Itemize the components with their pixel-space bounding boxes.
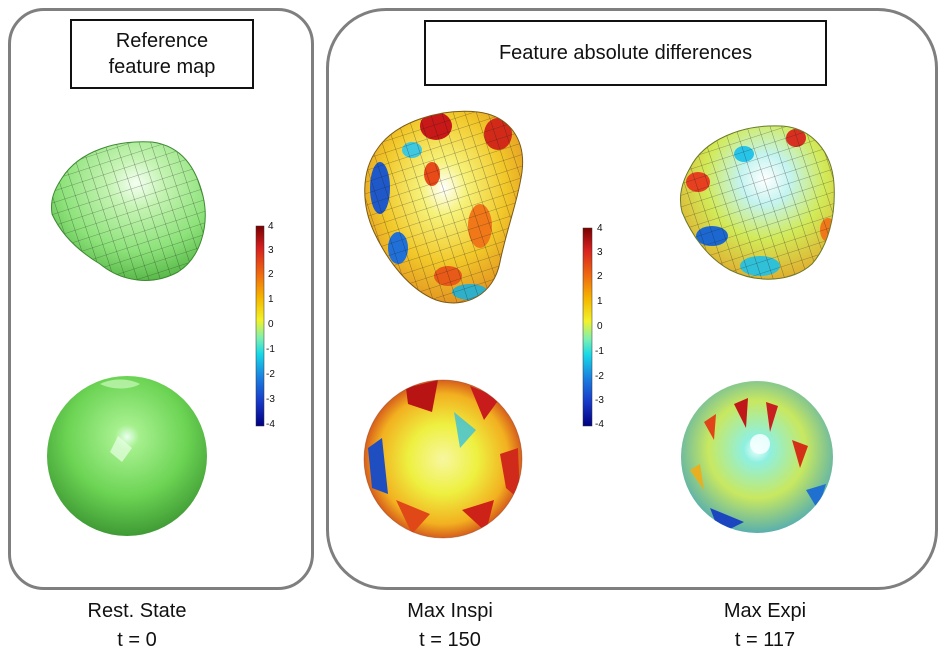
reference-title-box: Reference feature map (70, 19, 254, 89)
differences-title-box: Feature absolute differences (424, 20, 827, 86)
expi-difference-sphere (681, 381, 833, 533)
colorbar-tick: -3 (266, 394, 275, 405)
colorbar-tick: 3 (597, 247, 603, 258)
caption-name: Rest. State (87, 600, 187, 622)
colorbar-tick: -4 (595, 419, 604, 430)
colorbar-tick: 1 (597, 296, 603, 307)
caption-name: Max Inspi (407, 600, 493, 622)
caption-name: Max Expi (723, 600, 807, 622)
colorbar-tick: 1 (268, 294, 274, 305)
caption-rest-state: Rest. State t = 0 (37, 597, 237, 655)
colorbar-tick: 4 (597, 223, 603, 234)
colorbar-tick: -1 (595, 346, 604, 357)
caption-max-inspi: Max Inspi t = 150 (350, 597, 550, 655)
colorbar-left (255, 225, 265, 427)
colorbar-tick: 0 (597, 321, 603, 332)
inspi-difference-surface (364, 110, 524, 304)
colorbar-tick: -1 (266, 344, 275, 355)
expi-difference-surface (679, 125, 835, 280)
colorbar-tick: -3 (595, 395, 604, 406)
colorbar-tick: -2 (266, 369, 275, 380)
caption-time: t = 117 (734, 629, 796, 651)
reference-title-line2: feature map (108, 56, 216, 78)
colorbar-tick: 3 (268, 245, 274, 256)
differences-panel (326, 8, 938, 590)
colorbar-right (582, 227, 593, 427)
reference-feature-surface (50, 141, 206, 281)
caption-time: t = 0 (117, 629, 157, 651)
caption-time: t = 150 (419, 629, 481, 651)
colorbar-tick: 2 (268, 269, 274, 280)
caption-max-expi: Max Expi t = 117 (665, 597, 865, 655)
differences-title: Feature absolute differences (498, 42, 753, 64)
reference-panel (8, 8, 314, 590)
reference-title-line1: Reference (115, 30, 209, 52)
reference-sphere (47, 376, 207, 536)
colorbar-tick: -2 (595, 371, 604, 382)
colorbar-tick: 0 (268, 319, 274, 330)
colorbar-tick: -4 (266, 419, 275, 430)
colorbar-tick: 4 (268, 221, 274, 232)
inspi-difference-sphere (363, 379, 523, 539)
colorbar-tick: 2 (597, 271, 603, 282)
